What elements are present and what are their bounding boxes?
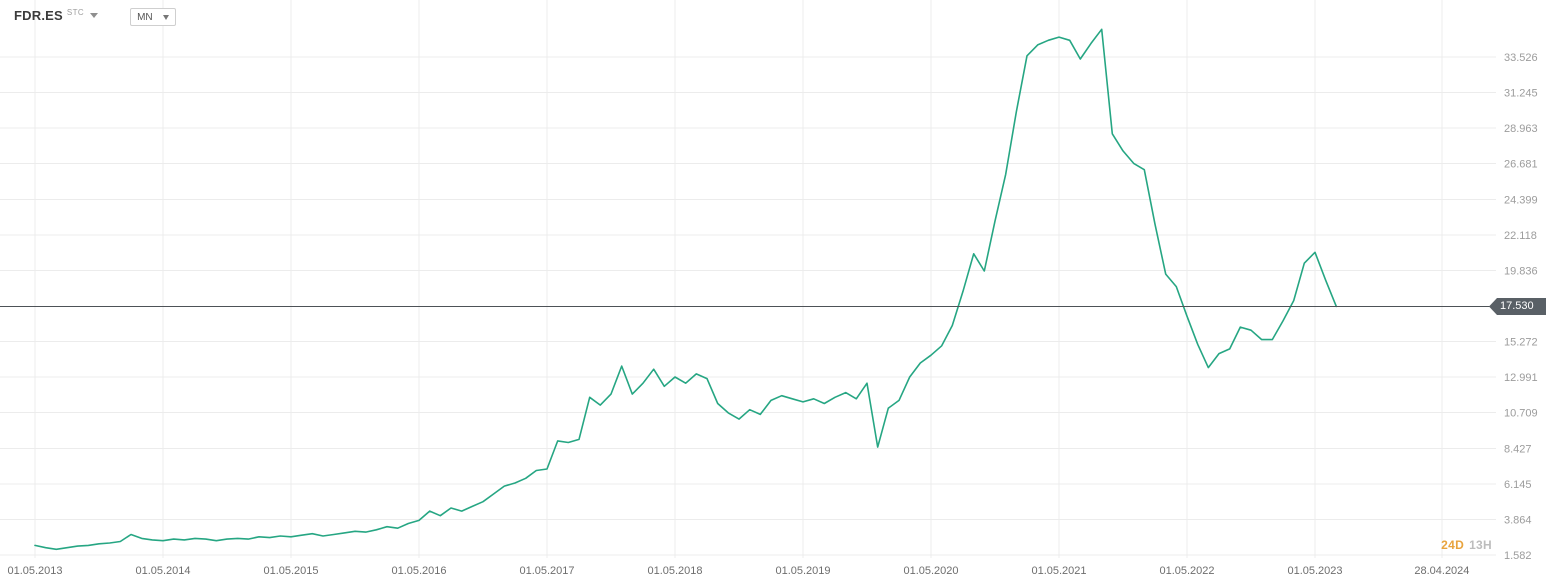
- y-axis-label: 6.145: [1504, 479, 1532, 491]
- chevron-down-icon: [163, 14, 170, 20]
- y-axis-label: 26.681: [1504, 159, 1538, 171]
- instrument-selector[interactable]: FDR.ES STC: [14, 8, 99, 23]
- x-axis-label: 01.05.2017: [519, 565, 574, 577]
- price-series-line: [34, 28, 1338, 551]
- y-axis-label: 15.272: [1504, 337, 1538, 349]
- countdown-hours: 13H: [1469, 538, 1492, 552]
- x-axis-label: 01.05.2018: [647, 565, 702, 577]
- x-axis-label: 01.05.2014: [135, 565, 190, 577]
- timeframe-selector[interactable]: MN: [130, 8, 177, 26]
- countdown-days: 24D: [1441, 538, 1465, 552]
- y-axis-label: 33.526: [1504, 52, 1538, 64]
- y-axis-label: 12.991: [1504, 372, 1538, 384]
- x-axis-label: 01.05.2016: [391, 565, 446, 577]
- y-axis-label: 3.864: [1504, 514, 1532, 526]
- x-axis-label: 01.05.2019: [775, 565, 830, 577]
- y-axis-label: 19.836: [1504, 265, 1538, 277]
- y-axis-label: 1.582: [1504, 550, 1532, 562]
- instrument-symbol: FDR.ES: [14, 8, 63, 23]
- y-axis-label: 28.963: [1504, 123, 1538, 135]
- timeframe-label: MN: [137, 11, 153, 23]
- x-axis-label: 01.05.2023: [1287, 565, 1342, 577]
- y-axis-label: 31.245: [1504, 88, 1538, 100]
- x-axis-label: 01.05.2013: [7, 565, 62, 577]
- y-axis-label: 24.399: [1504, 194, 1538, 206]
- y-axis-label: 22.118: [1504, 230, 1537, 242]
- candle-countdown: 24D 13H: [1441, 538, 1492, 552]
- x-axis-label: 01.05.2022: [1159, 565, 1214, 577]
- chart-toolbar: FDR.ES STC MN: [14, 8, 177, 26]
- current-price-badge: 17.530: [1489, 298, 1546, 315]
- instrument-exchange: STC: [66, 8, 85, 17]
- current-price-label: 17.530: [1500, 300, 1534, 312]
- y-axis-label: 8.427: [1504, 443, 1532, 455]
- x-axis-label: 01.05.2020: [903, 565, 958, 577]
- y-axis-label: 10.709: [1504, 408, 1538, 420]
- chevron-down-icon: [90, 13, 99, 18]
- x-axis-label: 01.05.2015: [263, 565, 318, 577]
- x-axis-label: 28.04.2024: [1414, 565, 1469, 577]
- x-axis-label: 01.05.2021: [1031, 565, 1086, 577]
